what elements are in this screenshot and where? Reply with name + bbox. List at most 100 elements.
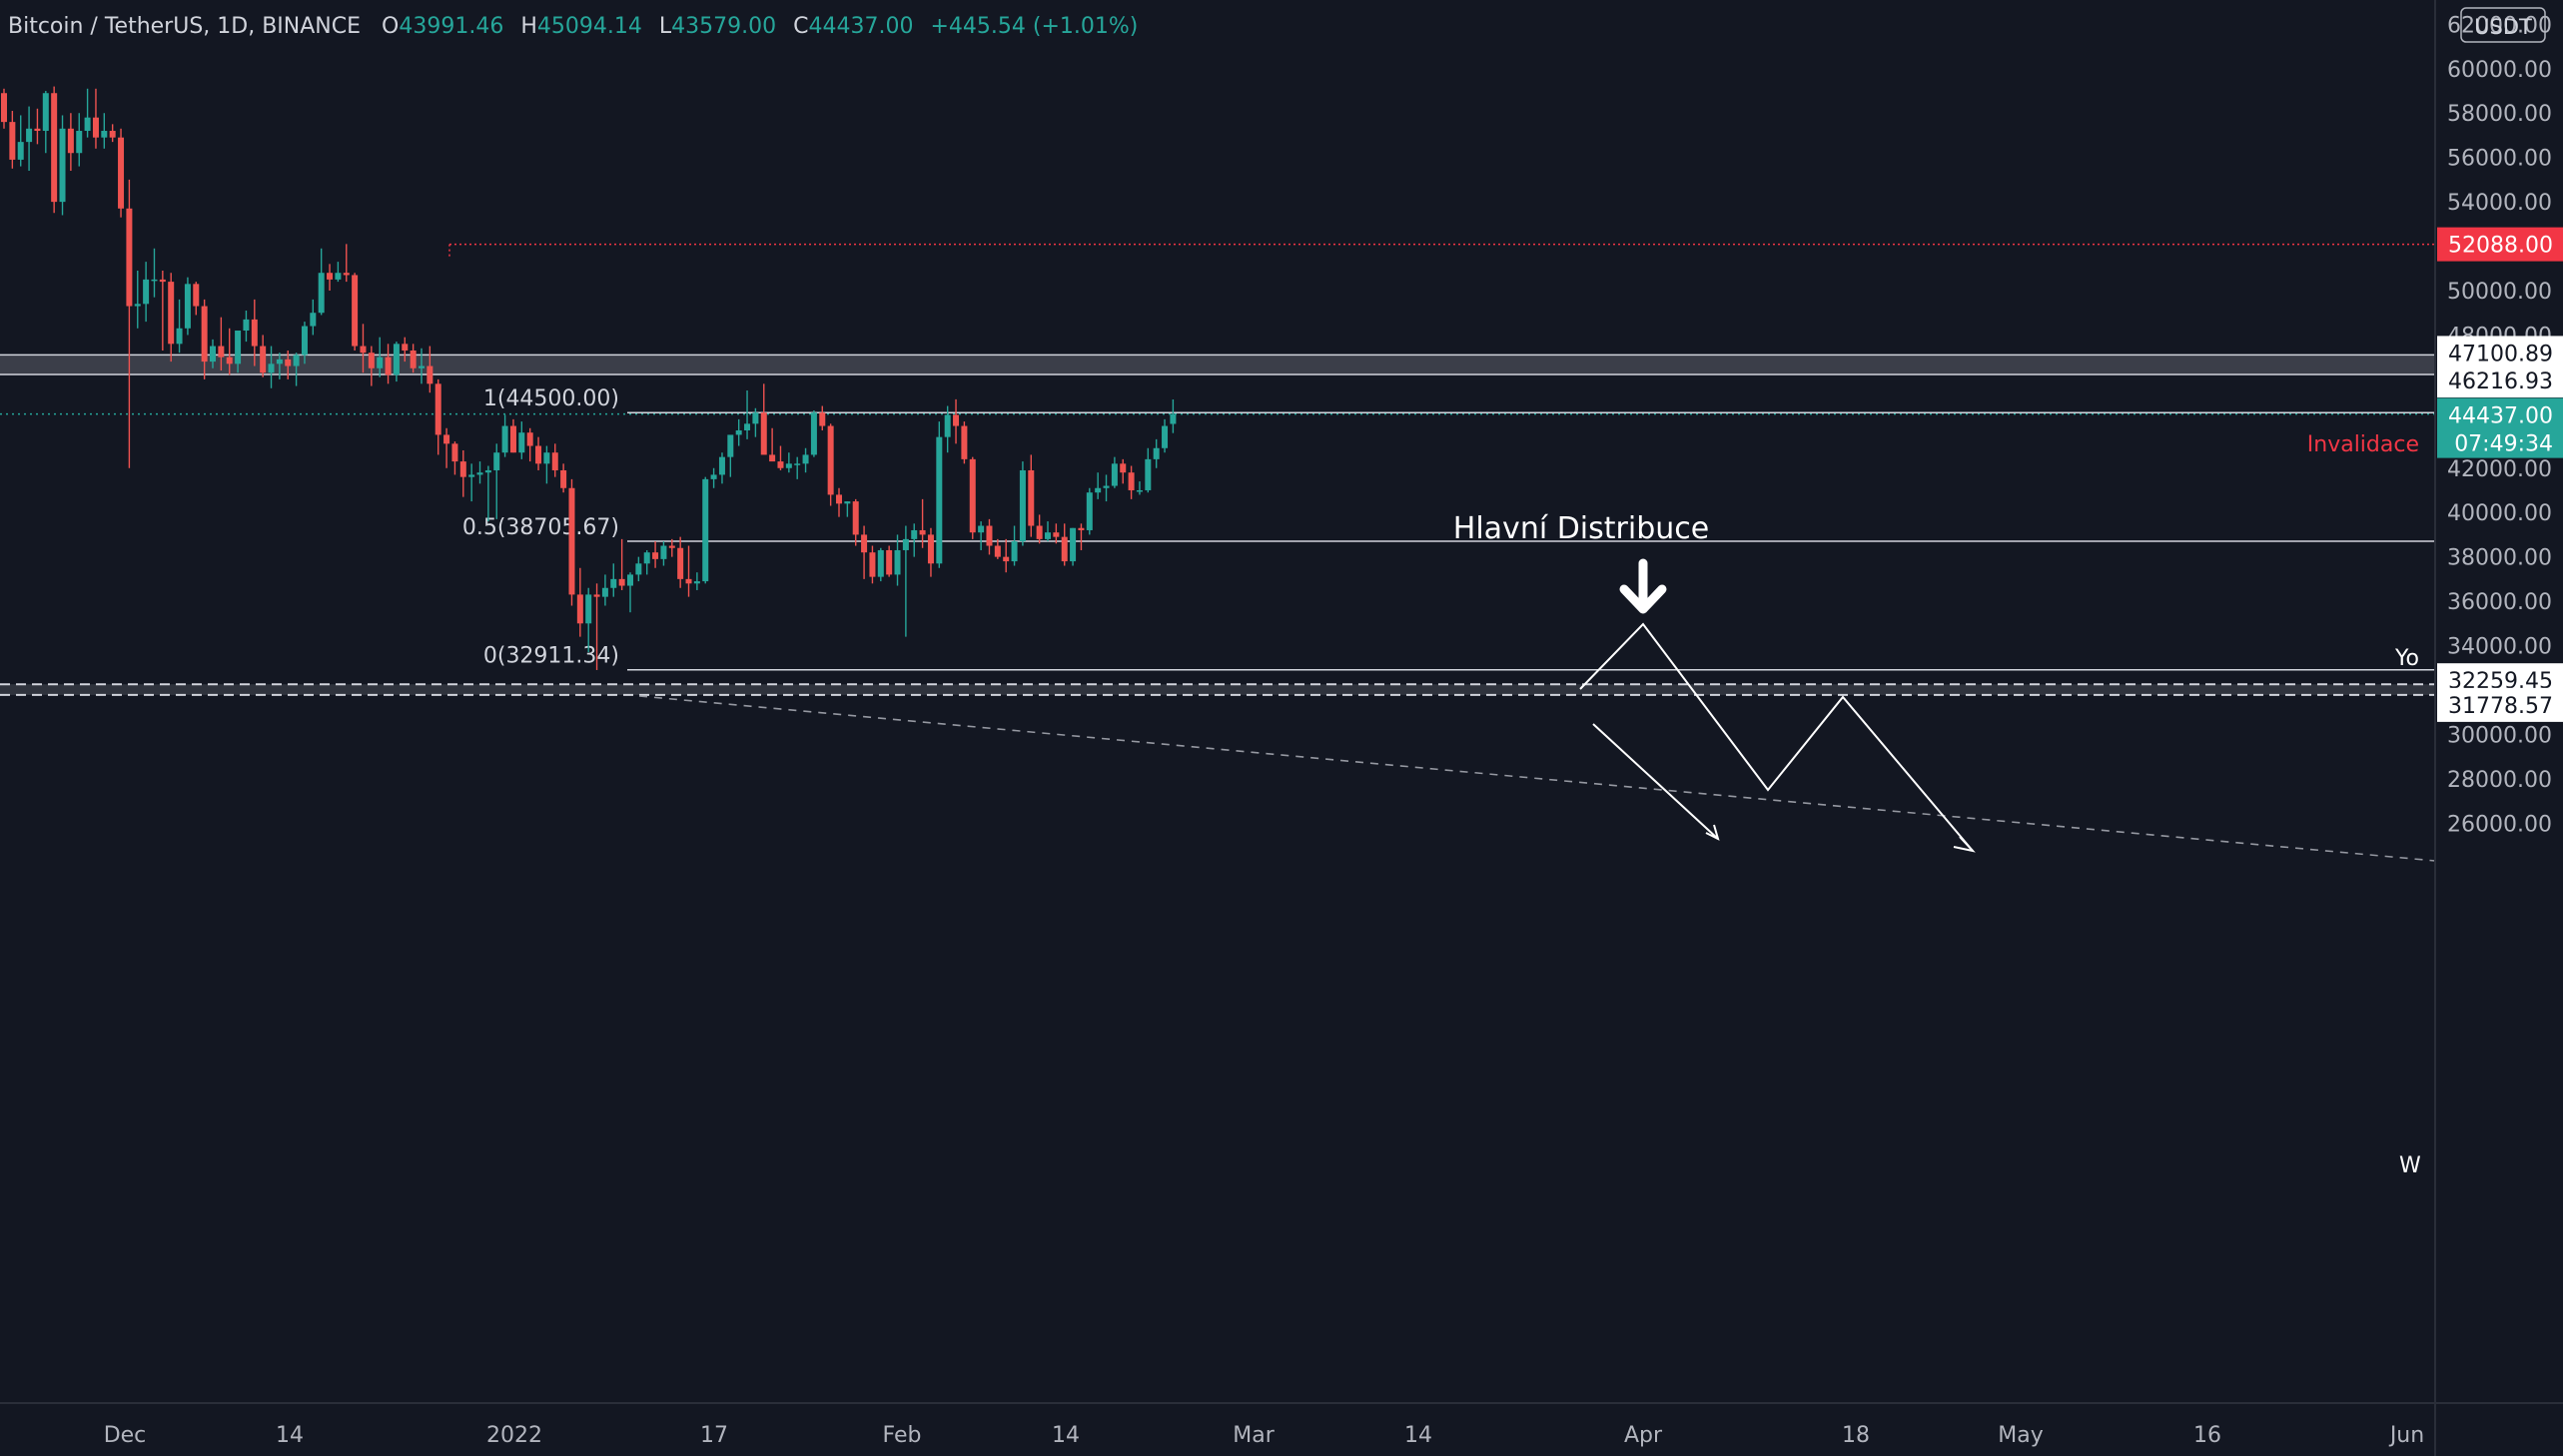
candle-body [593, 594, 600, 597]
y-tick-label: 40000.00 [2447, 501, 2552, 526]
candle-body [51, 93, 58, 203]
y-tick-label: 54000.00 [2447, 191, 2552, 216]
candle-body [1061, 536, 1068, 562]
candle-body [126, 208, 133, 307]
candle-body [735, 429, 742, 435]
candle-body [861, 534, 868, 553]
candle-body [468, 474, 475, 477]
candle-body [276, 359, 283, 364]
candle-body [509, 425, 516, 453]
candle-body [1045, 532, 1051, 539]
countdown-tag: 07:49:34 [2454, 432, 2553, 457]
x-tick-label: 2022 [486, 1423, 542, 1448]
zone-bottom-price-tag: 46216.93 [2448, 369, 2553, 394]
projection-path-main [1579, 622, 1974, 852]
candle-body [42, 93, 49, 132]
candle-body [318, 273, 325, 314]
candle-body [978, 525, 985, 533]
y-tick-label: 58000.00 [2447, 102, 2552, 127]
candle-body [434, 383, 441, 435]
fib-label-0: 0(32911.34) [483, 644, 619, 669]
y-tick-label: 38000.00 [2447, 546, 2552, 571]
candle-body [210, 346, 216, 363]
y-tick-label: 26000.00 [2447, 812, 2552, 837]
candle-body [1162, 425, 1169, 448]
candle-body [1145, 458, 1152, 490]
candle-body [243, 319, 250, 331]
candle-body [894, 549, 901, 575]
candle-body [953, 414, 960, 426]
x-tick-label: 14 [276, 1423, 304, 1448]
y-tick-label: 56000.00 [2447, 147, 2552, 172]
candle-body [101, 131, 108, 138]
candle-body [869, 552, 876, 577]
candle-body [794, 463, 801, 465]
support-bottom-price-tag: 31778.57 [2448, 694, 2553, 719]
candle-body [760, 412, 767, 455]
candle-body [310, 313, 317, 327]
candle-body [402, 344, 409, 351]
candle-body [1036, 525, 1043, 539]
candle-body [92, 117, 99, 138]
candle-body [260, 346, 267, 373]
candle-body [710, 474, 717, 479]
candle-body [67, 128, 74, 154]
y-tick-label: 62000.00 [2447, 13, 2552, 38]
symbol-name[interactable]: Bitcoin / TetherUS, 1D, BINANCE [8, 14, 362, 39]
zones: Invalidace Yo W 1(44500.00) 0.5(38705.67) 0(3… [0, 243, 2435, 1178]
candle-body [1111, 463, 1118, 486]
candle-body [1028, 469, 1035, 526]
candle-body [610, 578, 617, 588]
x-tick-label: Mar [1233, 1423, 1275, 1448]
candle-body [1170, 413, 1177, 424]
candle-body [969, 458, 976, 533]
candles [1, 86, 1177, 670]
candle-body [693, 581, 700, 584]
candle-body [1120, 463, 1127, 473]
y-tick-label: 28000.00 [2447, 768, 2552, 793]
invalidation-price-tag-bg [2437, 227, 2563, 262]
candle-body [635, 563, 642, 575]
candle-body [944, 414, 951, 437]
candle-body [827, 425, 834, 495]
candle-body [677, 547, 684, 579]
candle-body [1070, 527, 1077, 562]
candle-body [377, 357, 384, 368]
candle-body [285, 359, 292, 366]
invalidation-label: Invalidace [2307, 432, 2419, 457]
candle-body [836, 494, 842, 504]
candle-body [961, 425, 968, 459]
invalidation-price-tag: 52088.00 [2448, 234, 2553, 259]
drawings: Hlavní Distribuce [638, 511, 2436, 862]
current-price-tag-bg [2437, 397, 2563, 458]
close-label: C [793, 14, 809, 39]
support-zone [0, 684, 2435, 695]
y-tick-label: 60000.00 [2447, 58, 2552, 83]
open-value: 43991.46 [399, 14, 504, 39]
x-tick-label: Jun [2388, 1423, 2424, 1448]
x-tick-label: 17 [700, 1423, 728, 1448]
candle-body [76, 131, 83, 154]
fib-label-05: 0.5(38705.67) [462, 515, 619, 540]
candle-body [410, 350, 417, 368]
candle-body [327, 273, 334, 280]
candle-body [476, 472, 483, 475]
projection-arrowhead-alt [1705, 824, 1720, 841]
x-tick-label: 14 [1404, 1423, 1432, 1448]
candle-body [919, 529, 926, 535]
candle-body [1078, 527, 1085, 530]
candle-body [360, 346, 367, 354]
candle-body [618, 578, 625, 586]
candle-body [727, 434, 734, 457]
candle-body [201, 306, 208, 363]
candle-body [535, 445, 542, 464]
x-tick-label: Apr [1624, 1423, 1663, 1448]
candle-body [335, 273, 342, 280]
candle-body [526, 432, 533, 446]
candle-body [718, 456, 725, 475]
high-value: 45094.14 [536, 14, 642, 39]
candle-body [176, 328, 183, 345]
candle-body [769, 454, 776, 462]
